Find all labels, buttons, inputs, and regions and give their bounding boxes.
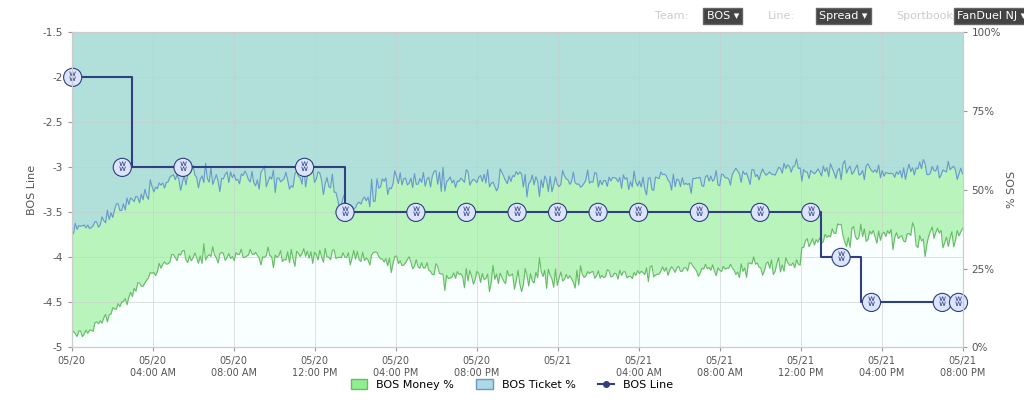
Text: Team:: Team: xyxy=(655,11,688,21)
Text: 📈: 📈 xyxy=(20,9,29,23)
Text: ʬ: ʬ xyxy=(554,205,561,219)
Text: BOS ▾: BOS ▾ xyxy=(707,11,739,21)
Text: ʬ: ʬ xyxy=(301,160,308,175)
Text: ʬ: ʬ xyxy=(868,295,876,309)
Text: ʬ: ʬ xyxy=(595,205,602,219)
Text: ʬ: ʬ xyxy=(757,205,764,219)
Text: ʬ: ʬ xyxy=(463,205,470,219)
Text: ʬ: ʬ xyxy=(939,295,946,309)
Text: Line Graph: Line Graph xyxy=(51,8,135,24)
Text: ʬ: ʬ xyxy=(955,295,963,309)
Text: ʬ: ʬ xyxy=(838,250,845,264)
Text: ʬ: ʬ xyxy=(514,205,520,219)
Text: ʬ: ʬ xyxy=(179,160,186,175)
Text: FanDuel NJ ▾: FanDuel NJ ▾ xyxy=(957,11,1024,21)
Text: ʬ: ʬ xyxy=(695,205,702,219)
Text: Spread ▾: Spread ▾ xyxy=(819,11,867,21)
Y-axis label: BOS Line: BOS Line xyxy=(27,165,37,215)
Text: ʬ: ʬ xyxy=(413,205,420,219)
Text: ʬ: ʬ xyxy=(635,205,642,219)
Text: ʬ: ʬ xyxy=(70,70,76,84)
Text: ʬ: ʬ xyxy=(807,205,814,219)
Text: Line:: Line: xyxy=(768,11,795,21)
Y-axis label: % SOS: % SOS xyxy=(1007,171,1017,208)
Text: Sportbook:: Sportbook: xyxy=(896,11,956,21)
Text: ʬ: ʬ xyxy=(119,160,126,175)
Text: ʬ: ʬ xyxy=(341,205,348,219)
Legend: BOS Money %, BOS Ticket %, BOS Line: BOS Money %, BOS Ticket %, BOS Line xyxy=(346,375,678,394)
